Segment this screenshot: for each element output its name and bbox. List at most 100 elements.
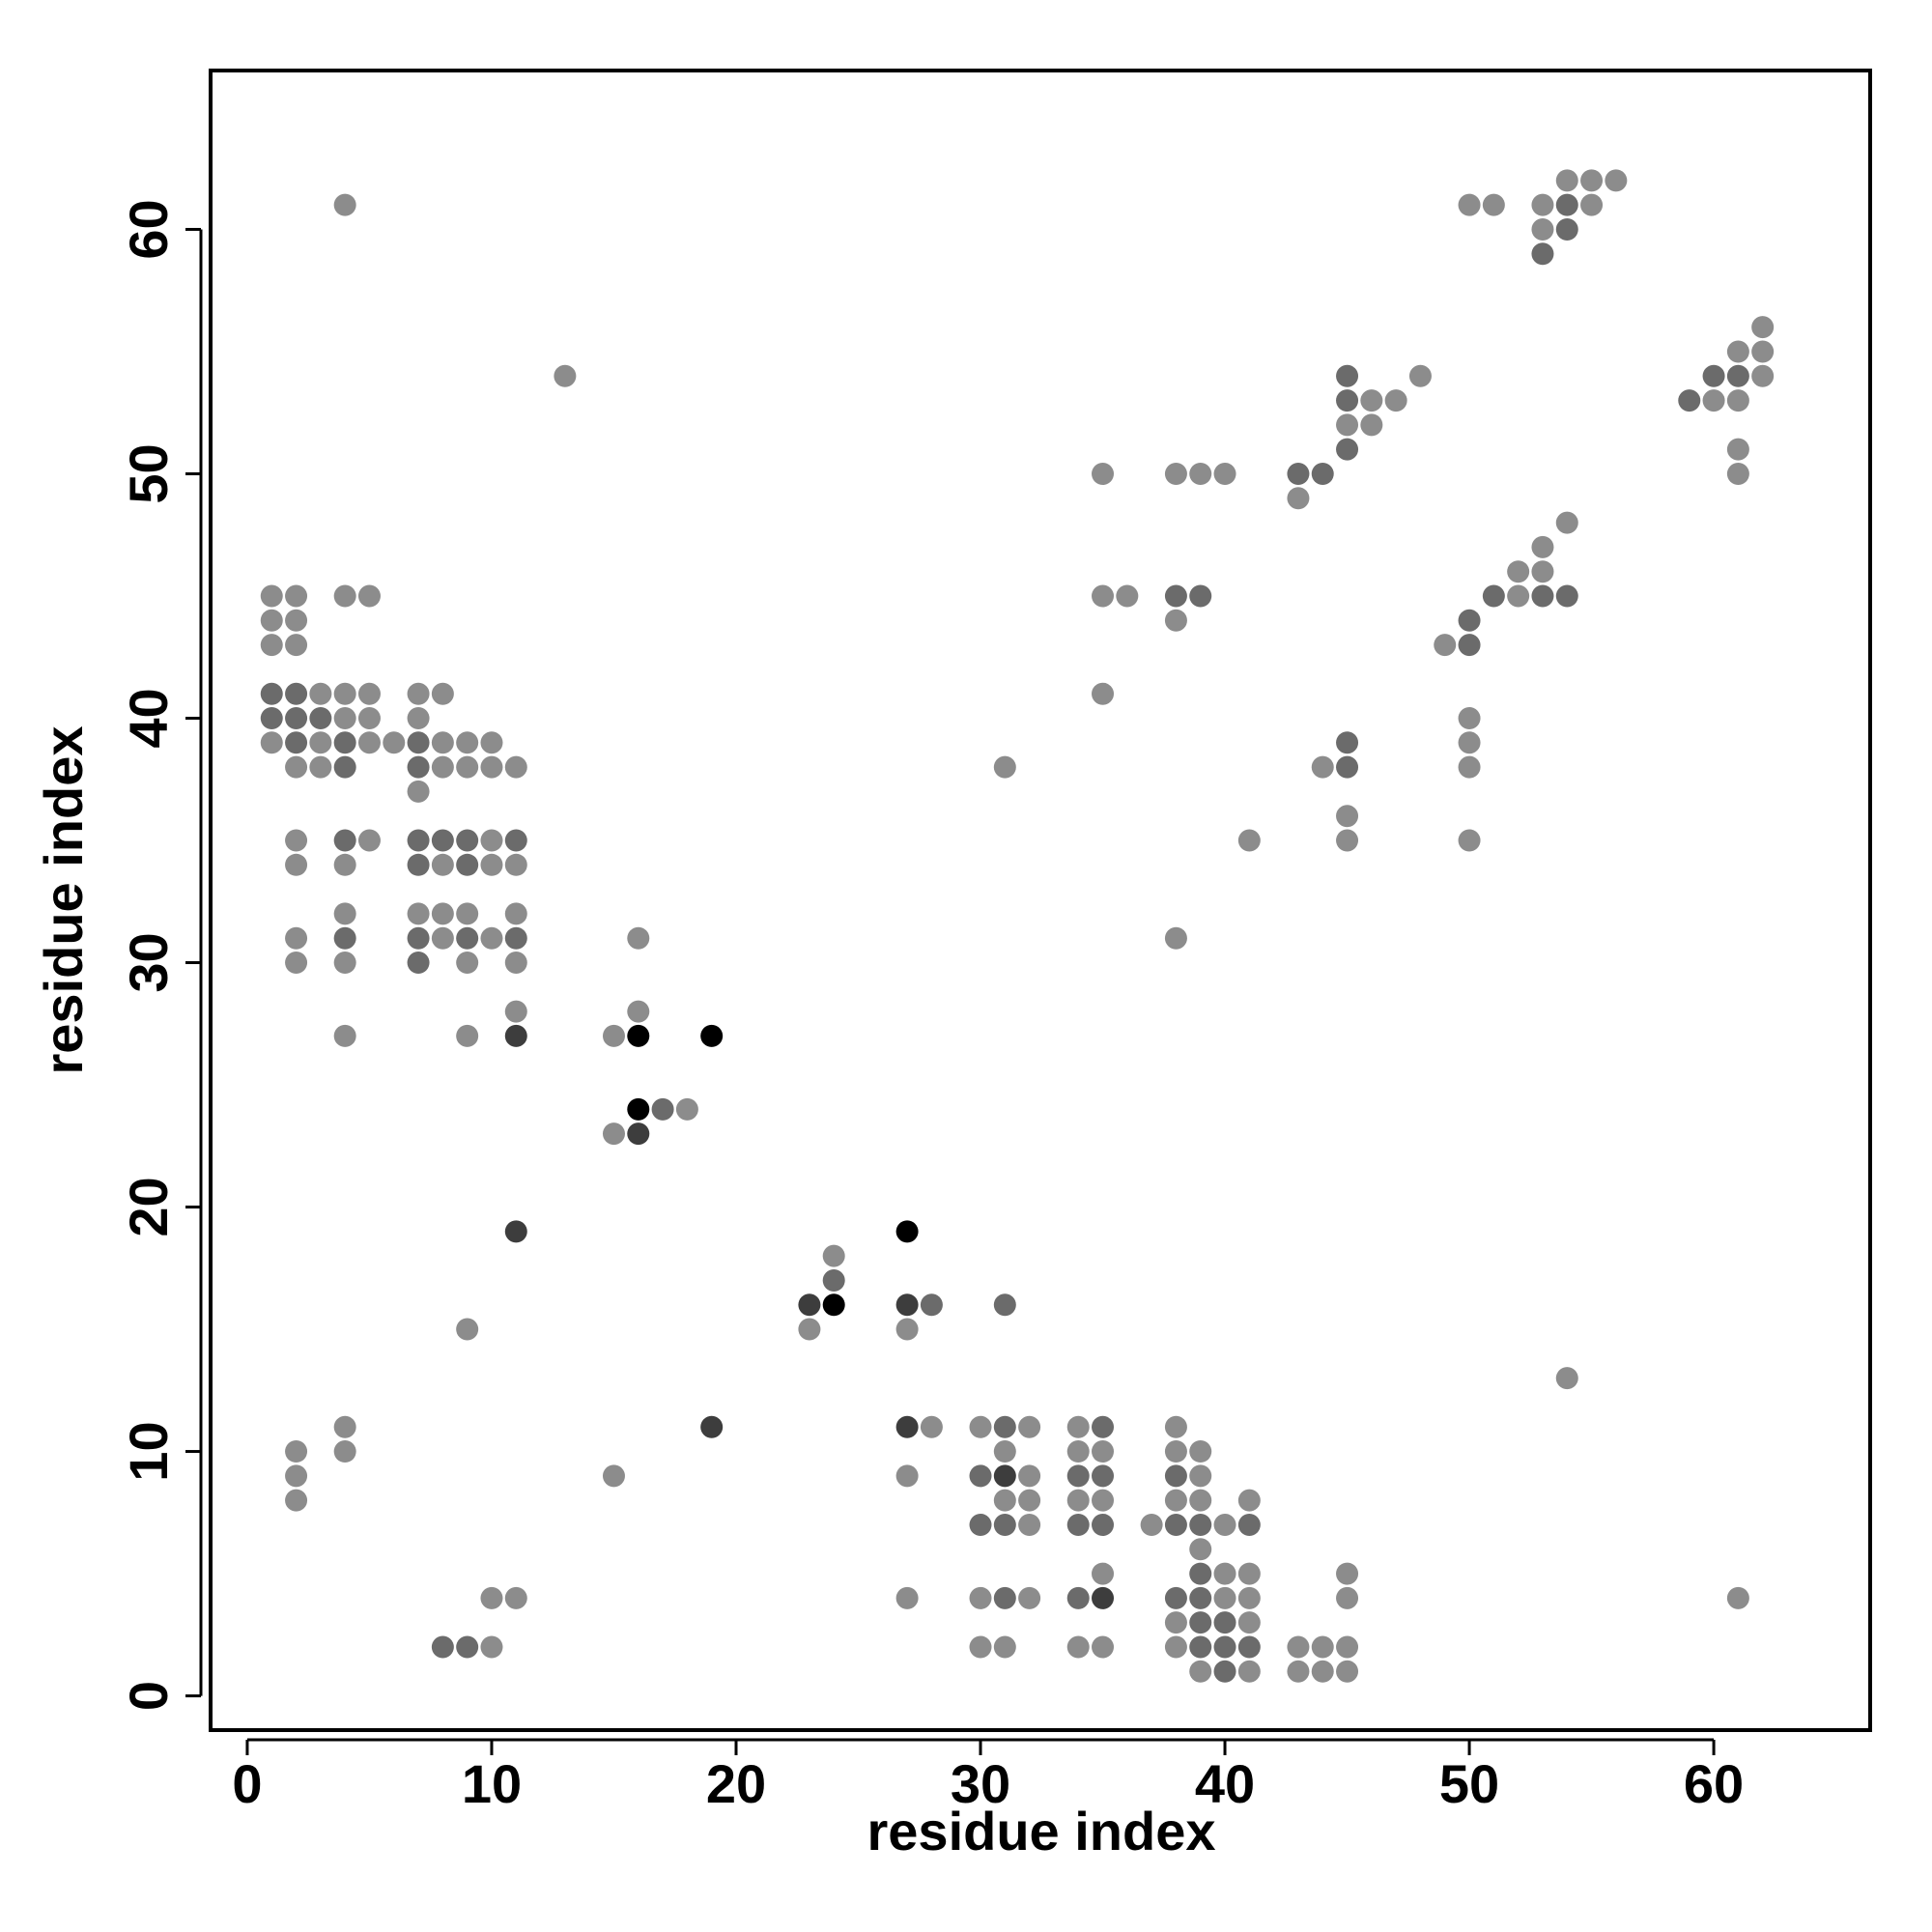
point [1018, 1464, 1041, 1488]
point [1213, 1586, 1236, 1609]
point [1555, 217, 1578, 241]
point [1311, 1635, 1334, 1659]
point [1018, 1415, 1041, 1438]
point [1531, 535, 1554, 558]
point [309, 731, 332, 754]
y-tick-label: 60 [118, 199, 179, 259]
point [1189, 1635, 1212, 1659]
point [285, 731, 308, 754]
point [333, 853, 356, 876]
point [456, 926, 479, 950]
point [1458, 707, 1481, 730]
point [504, 829, 527, 852]
point [1336, 438, 1359, 461]
point [602, 1024, 625, 1047]
point [1726, 389, 1749, 412]
point [1555, 511, 1578, 534]
point [1164, 926, 1187, 950]
point [1751, 316, 1775, 339]
point [407, 952, 430, 975]
point [895, 1318, 919, 1341]
point [1066, 1586, 1090, 1609]
point [504, 1220, 527, 1243]
point [357, 707, 381, 730]
point [1507, 560, 1530, 583]
point [1336, 389, 1359, 412]
point [1189, 462, 1212, 485]
point [1092, 1440, 1115, 1463]
point [431, 1635, 454, 1659]
point [1360, 389, 1383, 412]
point [993, 1440, 1016, 1463]
y-tick-label: 10 [118, 1421, 179, 1481]
point [1092, 1513, 1115, 1536]
point [309, 755, 332, 779]
point [1311, 462, 1334, 485]
point [969, 1586, 992, 1609]
point [407, 902, 430, 925]
point [1189, 1513, 1212, 1536]
point [1507, 584, 1530, 608]
point [285, 1489, 308, 1512]
point [504, 952, 527, 975]
point [1018, 1513, 1041, 1536]
point [431, 902, 454, 925]
y-tick-label: 0 [118, 1681, 179, 1711]
point [1336, 1562, 1359, 1585]
x-axis-title: residue index [867, 1801, 1215, 1861]
point [993, 1489, 1016, 1512]
point [333, 902, 356, 925]
point [1237, 1660, 1261, 1683]
point [309, 707, 332, 730]
point [1555, 169, 1578, 192]
point [431, 853, 454, 876]
point [333, 755, 356, 779]
point [1458, 634, 1481, 657]
point [1458, 609, 1481, 632]
point [1066, 1440, 1090, 1463]
point [431, 829, 454, 852]
point [798, 1318, 821, 1341]
point [1116, 584, 1139, 608]
point [285, 634, 308, 657]
point [1213, 1562, 1236, 1585]
point [285, 952, 308, 975]
plot-frame [209, 69, 1872, 1732]
point [333, 707, 356, 730]
point [1702, 389, 1725, 412]
point [993, 1635, 1016, 1659]
point [1189, 1489, 1212, 1512]
point [798, 1293, 821, 1317]
point [627, 1122, 650, 1146]
point [1531, 560, 1554, 583]
point [627, 1024, 650, 1047]
point [1287, 1660, 1310, 1683]
point [260, 584, 283, 608]
point [1336, 731, 1359, 754]
point [1066, 1464, 1090, 1488]
x-tick-label: 20 [706, 1753, 766, 1814]
point [1702, 364, 1725, 387]
point [1066, 1489, 1090, 1512]
point [480, 1586, 503, 1609]
point [1287, 1635, 1310, 1659]
point [1164, 1635, 1187, 1659]
point [1287, 462, 1310, 485]
point [1237, 1635, 1261, 1659]
point [1726, 340, 1749, 363]
point [1531, 193, 1554, 216]
point [407, 755, 430, 779]
point [1458, 193, 1481, 216]
point [1336, 1586, 1359, 1609]
point [1189, 1611, 1212, 1634]
point [480, 926, 503, 950]
point [333, 682, 356, 705]
point [1213, 1513, 1236, 1536]
point [357, 829, 381, 852]
point [407, 731, 430, 754]
point [1580, 193, 1604, 216]
point [1336, 1635, 1359, 1659]
point [1092, 584, 1115, 608]
point [1164, 1415, 1187, 1438]
point [969, 1464, 992, 1488]
